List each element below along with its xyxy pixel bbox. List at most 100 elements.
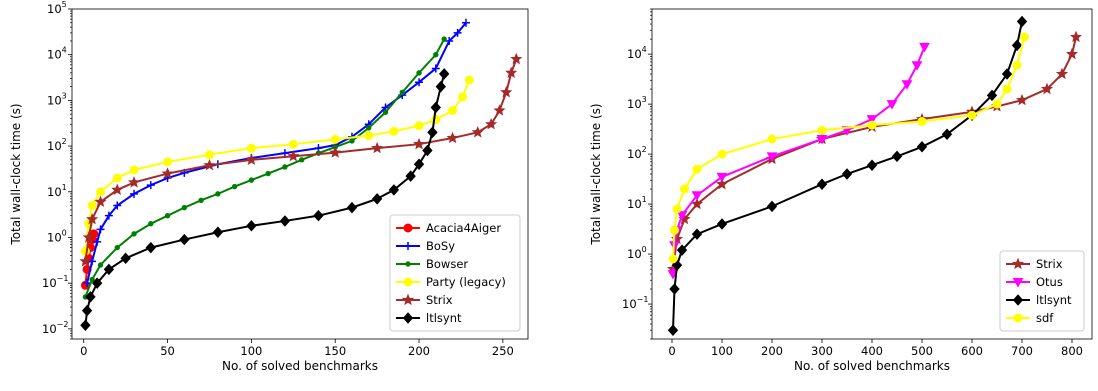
x-tick-label: 700 xyxy=(1011,344,1033,358)
data-point xyxy=(94,195,107,208)
data-point xyxy=(676,211,688,221)
series-sdf xyxy=(668,32,1029,264)
legend-marker xyxy=(403,277,413,287)
data-point xyxy=(203,158,216,171)
data-point xyxy=(204,150,214,160)
data-point xyxy=(1012,60,1022,70)
data-point xyxy=(131,231,137,237)
data-point xyxy=(346,201,358,214)
y-tick-label: 102 xyxy=(47,137,67,153)
legend-box xyxy=(999,250,1085,332)
data-point xyxy=(817,125,827,135)
data-point xyxy=(471,125,484,138)
data-point xyxy=(349,138,355,144)
y-tick-label: 10−1 xyxy=(622,295,648,311)
data-point xyxy=(967,110,977,120)
data-point xyxy=(866,159,878,171)
data-point xyxy=(441,36,447,42)
legend-label: Bowser xyxy=(426,257,468,271)
data-point xyxy=(691,228,703,240)
chart-left: 0 50 100 150 200 250 10−2 10−1 100 101 102 103 104 10… xyxy=(9,0,529,373)
data-point xyxy=(127,176,141,188)
legend-marker xyxy=(1011,257,1025,270)
series-bowser xyxy=(82,36,447,300)
y-axis-label: Total wall-clock time (s) xyxy=(589,103,603,245)
data-point xyxy=(716,172,728,183)
data-point xyxy=(246,143,256,153)
legend-entry: Strix xyxy=(396,293,453,307)
data-point xyxy=(1055,67,1069,80)
legend-label: sdf xyxy=(1036,311,1054,325)
plot-frame xyxy=(651,8,1093,340)
data-point xyxy=(1020,32,1029,42)
data-point xyxy=(917,116,927,126)
data-point xyxy=(986,89,998,102)
data-point xyxy=(453,28,462,37)
legend-marker xyxy=(401,293,415,306)
data-point xyxy=(330,134,340,144)
data-point xyxy=(104,211,113,220)
series-line-strix xyxy=(672,36,1077,270)
data-point xyxy=(113,201,122,210)
data-point xyxy=(88,257,97,266)
data-point xyxy=(129,165,139,175)
data-point xyxy=(298,157,305,163)
data-point xyxy=(485,117,498,130)
data-point xyxy=(164,212,171,219)
data-point xyxy=(691,191,703,201)
data-point xyxy=(886,100,898,110)
legend: Strix Otus ltlsynt sdf xyxy=(999,250,1085,332)
data-point xyxy=(992,99,1002,109)
data-point xyxy=(901,80,913,90)
legend-marker xyxy=(405,261,411,267)
x-tick-label: 50 xyxy=(160,344,175,358)
chart-right: 0 100 200 300 400 500 600 700 800 10−1 100 101 102 10… xyxy=(589,8,1093,373)
legend-label: ltlsynt xyxy=(1036,293,1072,307)
data-point xyxy=(692,164,702,174)
data-point xyxy=(388,184,400,196)
data-point xyxy=(97,262,104,268)
data-point xyxy=(1016,15,1028,28)
series-otus xyxy=(667,42,930,280)
data-point xyxy=(371,141,384,154)
legend-label: BoSy xyxy=(426,239,455,253)
data-point xyxy=(416,70,422,76)
data-point xyxy=(715,177,729,190)
data-point xyxy=(1011,39,1023,52)
legend-marker xyxy=(1013,313,1023,323)
data-point xyxy=(112,173,122,183)
legend-entry: ltlsynt xyxy=(1006,293,1072,307)
data-point xyxy=(672,204,682,214)
data-point xyxy=(248,177,255,183)
data-point xyxy=(690,197,704,210)
data-point xyxy=(329,146,342,158)
legend-label: Strix xyxy=(426,293,453,307)
data-point xyxy=(1015,93,1029,106)
data-point xyxy=(364,131,374,141)
y-tick-label: 10−2 xyxy=(42,320,68,336)
data-point xyxy=(413,158,425,171)
x-tick-label: 400 xyxy=(861,344,883,358)
data-point xyxy=(79,255,92,267)
legend-entry: Acacia4Aiger xyxy=(396,221,501,235)
data-point xyxy=(430,101,441,114)
legend-entry: ltlsynt xyxy=(396,311,462,325)
data-point xyxy=(81,304,93,317)
data-point xyxy=(114,244,120,251)
data-point xyxy=(919,42,930,53)
x-axis-label: No. of solved benchmarks xyxy=(794,359,950,373)
data-point xyxy=(103,263,115,276)
legend: Acacia4Aiger BoSy Bowser Party (legacy) Stri… xyxy=(389,214,521,332)
data-point xyxy=(179,233,190,246)
x-tick-label: 150 xyxy=(324,344,346,358)
data-point xyxy=(371,193,383,205)
data-point xyxy=(667,324,679,336)
x-axis-label: No. of solved benchmarks xyxy=(222,359,378,373)
legend-label: Acacia4Aiger xyxy=(426,221,501,235)
legend-box xyxy=(389,214,521,332)
data-point xyxy=(1065,47,1079,60)
y-tick-label: 102 xyxy=(627,145,647,161)
y-tick-label: 105 xyxy=(47,0,67,16)
series-line-bowser xyxy=(84,38,446,298)
